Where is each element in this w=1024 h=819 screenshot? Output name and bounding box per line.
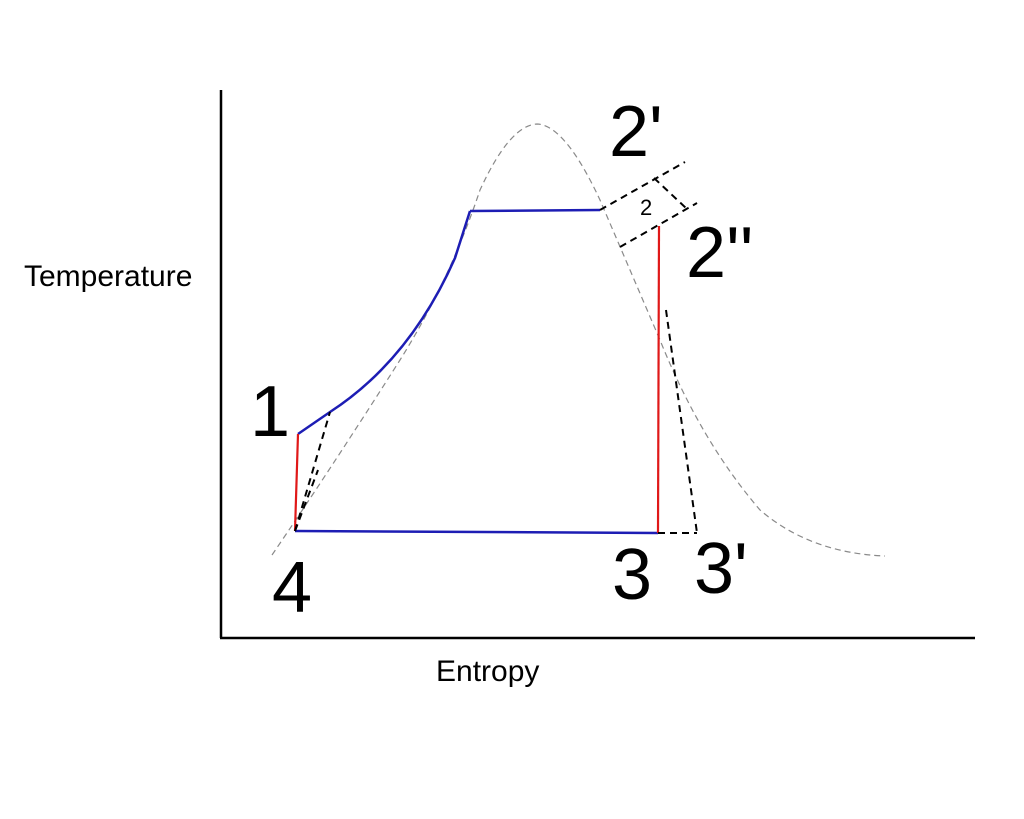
superheat-line-upper: [599, 161, 686, 211]
state-2-double-prime-label: 2'': [686, 213, 754, 293]
pump-isentropic-line: [293, 433, 300, 532]
superheat-crossline: [653, 177, 688, 210]
y-axis-label: Temperature: [24, 260, 192, 293]
superheat-region-label: 2: [640, 195, 652, 220]
pump-actual-line-b: [294, 469, 319, 532]
x-axis-label: Entropy: [436, 655, 539, 688]
condensing-line: [294, 529, 659, 535]
state-3-prime-label: 3': [694, 529, 748, 609]
state-1-label: 1: [250, 372, 290, 452]
state-2-prime-label: 2': [609, 92, 663, 172]
state-3-label: 3: [612, 535, 652, 615]
turbine-isentropic-line: [656, 225, 661, 534]
pump-actual-line-a: [294, 411, 331, 532]
heating-curve: [297, 210, 472, 436]
state-4-label: 4: [272, 548, 312, 628]
boiling-line: [469, 208, 601, 213]
superheat-line-lower: [619, 202, 698, 248]
saturation-dome: [271, 123, 886, 557]
turbine-actual-line: [665, 309, 698, 534]
